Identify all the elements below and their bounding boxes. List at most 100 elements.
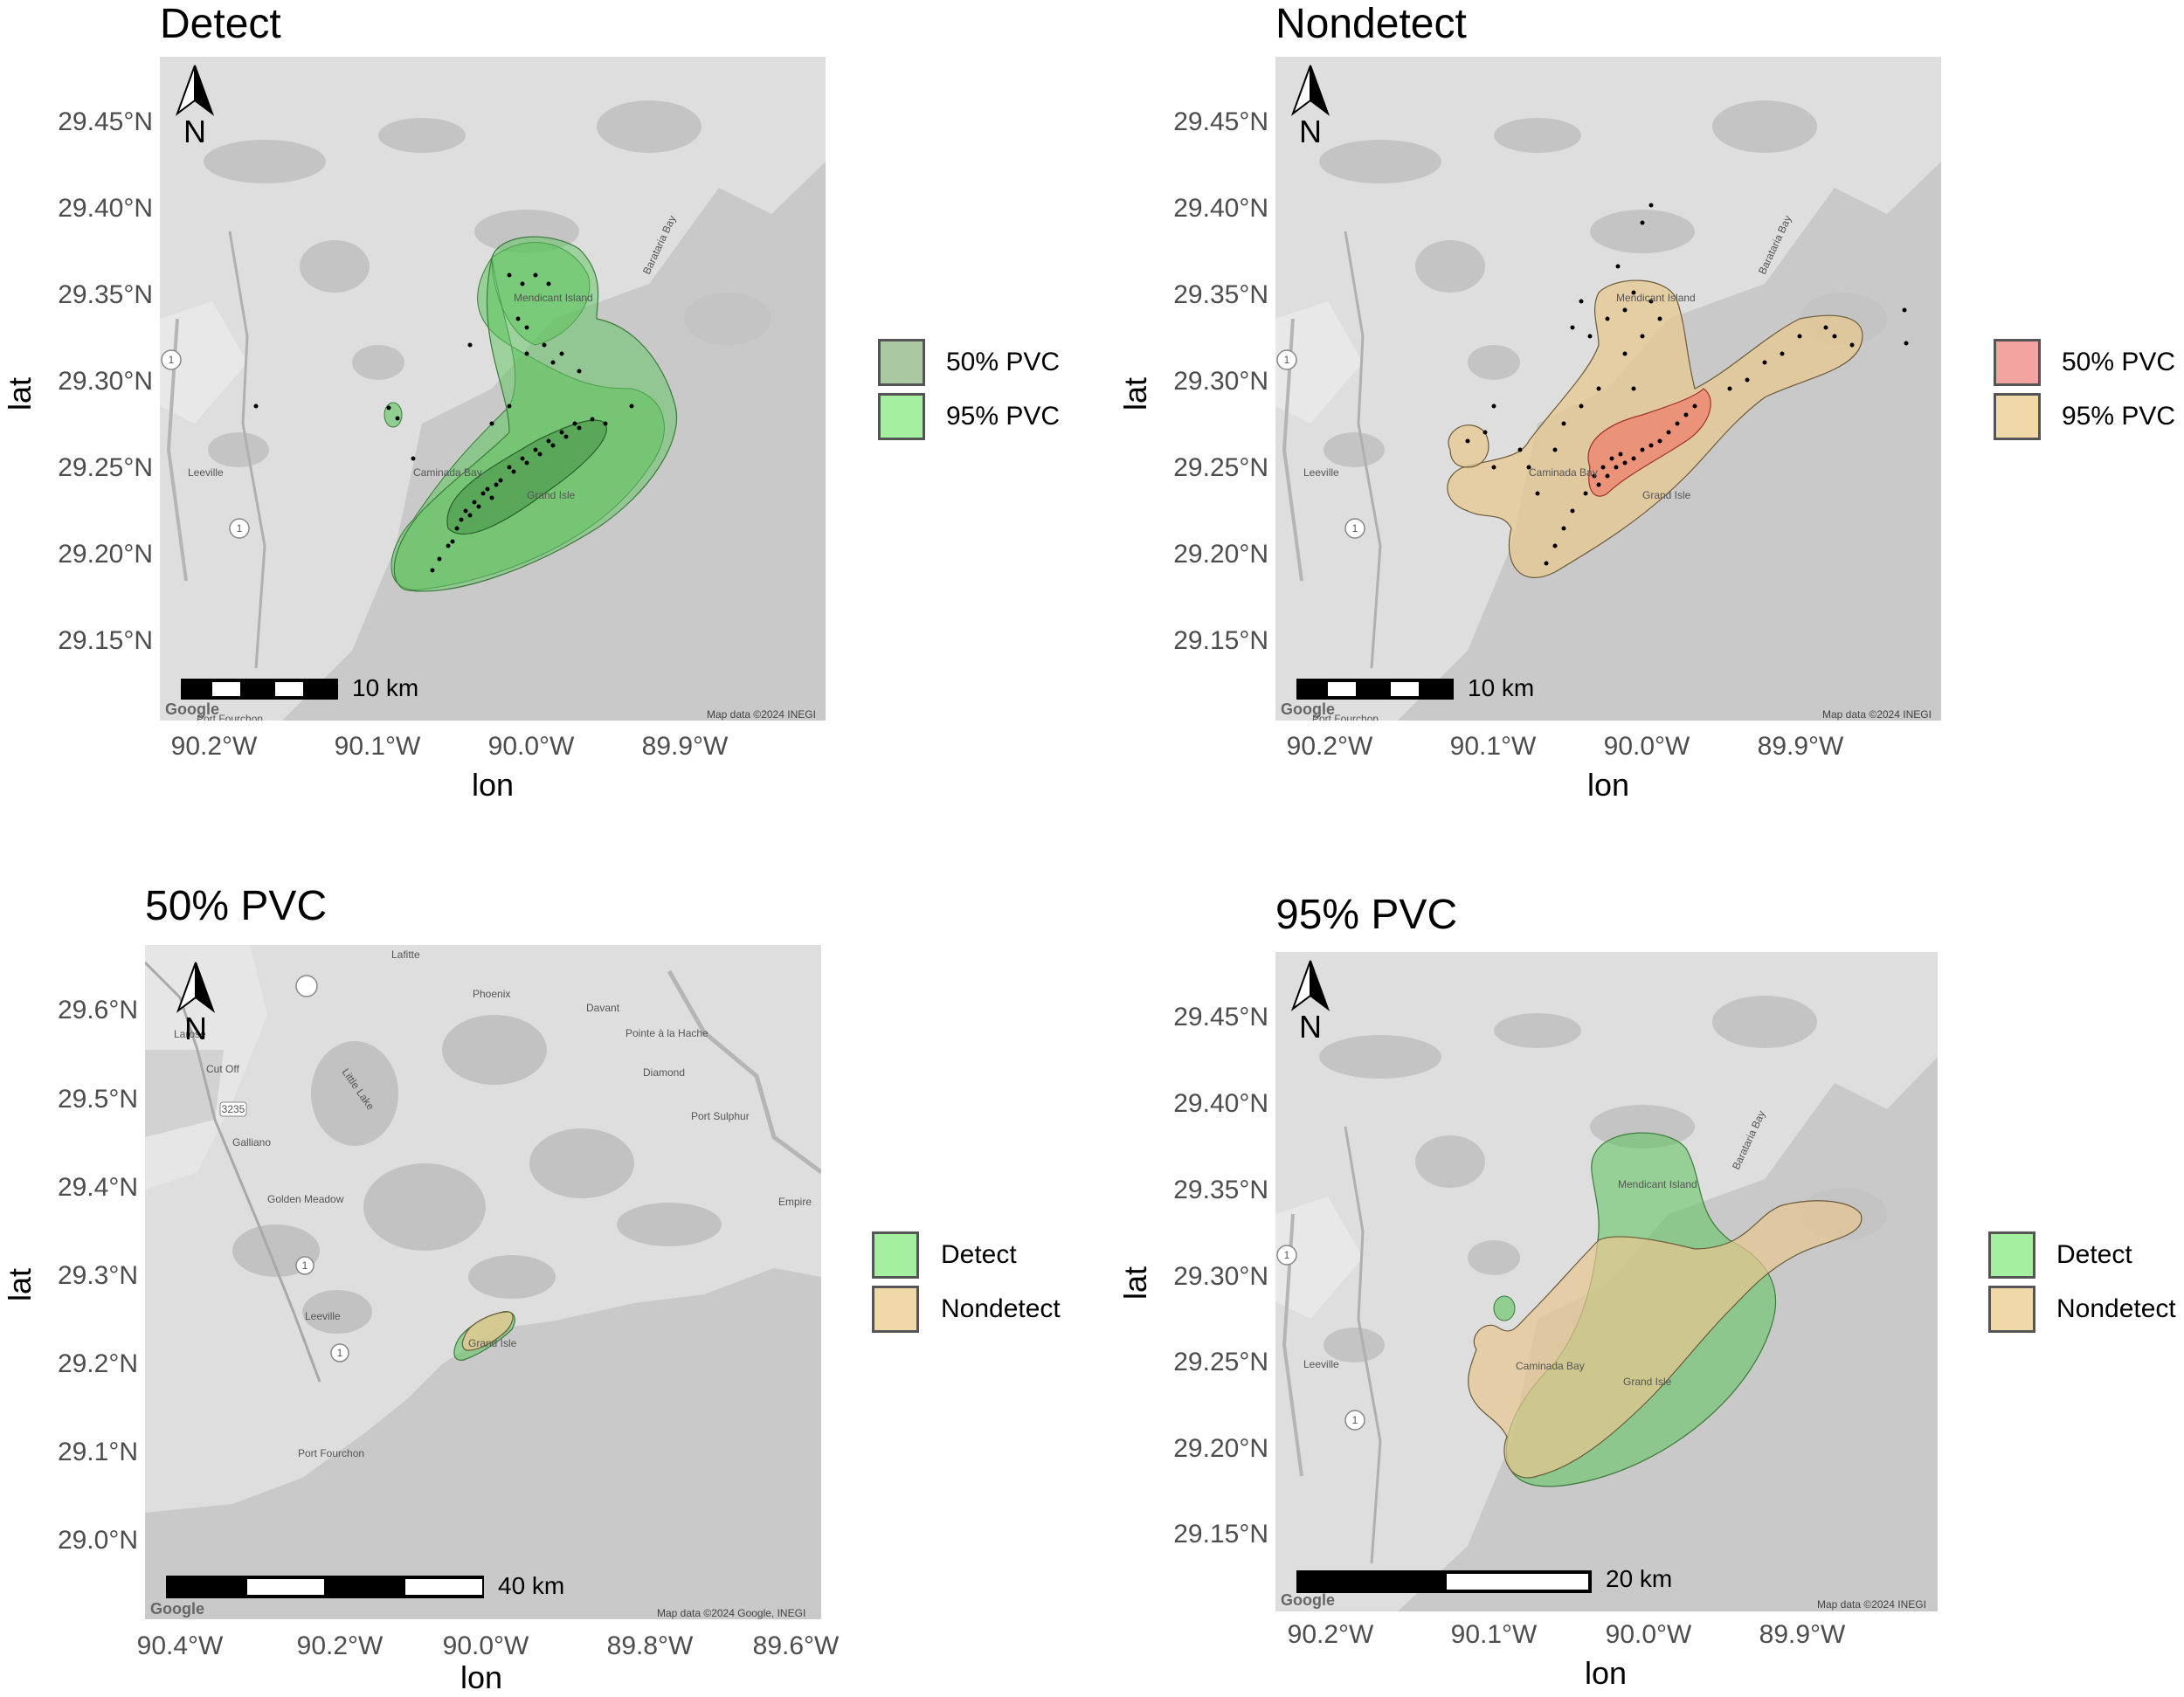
place-grandisle: Grand Isle	[468, 1337, 517, 1349]
legend-label: 50% PVC	[946, 348, 1061, 376]
north-arrow-icon: N	[176, 962, 216, 1046]
map-attribution: Map data ©2024 INEGI	[1817, 1598, 1926, 1611]
place-lafitte: Lafitte	[391, 949, 420, 961]
y-axis-title: lat	[2, 1267, 38, 1301]
x-tick-label: 90.1°W	[334, 732, 421, 761]
hwy-shield: 1	[169, 354, 175, 366]
y-tick-label: 29.25°N	[1173, 1348, 1268, 1376]
x-tick-label: 89.6°W	[752, 1631, 840, 1660]
legend-key	[1988, 1286, 2035, 1333]
map-nondetect[interactable]: 1 1 Leeville Barataria Bay Port Fourchon	[1275, 57, 1941, 721]
y-tick-label: 29.40°N	[58, 194, 153, 223]
y-tick-label: 29.2°N	[57, 1349, 138, 1378]
x-tick-label: 90.1°W	[1449, 732, 1537, 761]
place-pointe: Pointe à la Hache	[625, 1027, 708, 1039]
x-tick-label: 90.2°W	[1286, 732, 1373, 761]
legend-label: Nondetect	[941, 1294, 1061, 1323]
svg-text:N: N	[1299, 114, 1322, 149]
svg-text:N: N	[1299, 1009, 1322, 1045]
panel-title: Nondetect	[1275, 1, 1467, 47]
hwy-shield: 1	[302, 1259, 308, 1272]
y-tick-label: 29.15°N	[1173, 1520, 1268, 1549]
y-tick-label: 29.5°N	[57, 1085, 138, 1114]
y-tick-label: 29.1°N	[57, 1438, 138, 1466]
x-tick-label: 90.2°W	[296, 1631, 384, 1660]
y-tick-label: 29.25°N	[1173, 453, 1268, 482]
place-fourchon: Port Fourchon	[197, 713, 263, 721]
map-pvc95[interactable]: 1 1 Leeville Barataria Bay Mendicant Isl…	[1275, 952, 1938, 1611]
y-axis-title: lat	[1117, 376, 1153, 410]
legend-label: 50% PVC	[2062, 348, 2176, 376]
y-tick-label: 29.15°N	[58, 626, 153, 655]
y-tick-label: 29.35°N	[58, 280, 153, 309]
x-tick-label: 90.0°W	[1603, 732, 1690, 761]
map-pvc50[interactable]: 3235 1 1 Lafitte Phoenix Davant Pointe à…	[145, 945, 821, 1619]
map-attribution: Map data ©2024 INEGI	[1822, 708, 1932, 721]
nondetection-points	[1465, 203, 1909, 566]
legend-label: 95% PVC	[2062, 402, 2176, 431]
y-tick-label: 29.45°N	[1173, 1003, 1268, 1031]
place-larose: Larose	[174, 1028, 206, 1040]
y-tick-label: 29.35°N	[1173, 1176, 1268, 1204]
place-empire: Empire	[778, 1196, 812, 1208]
svg-text:N: N	[184, 1011, 207, 1046]
hwy-shield: 1	[1284, 354, 1290, 366]
x-tick-label: 90.0°W	[1605, 1620, 1692, 1649]
svg-text:N: N	[183, 114, 206, 149]
x-tick-label: 89.9°W	[1759, 1620, 1846, 1649]
x-tick-label: 90.2°W	[1287, 1620, 1374, 1649]
x-tick-label: 89.9°W	[1757, 732, 1844, 761]
y-tick-label: 29.40°N	[1173, 1089, 1268, 1118]
legend-label: Detect	[941, 1240, 1017, 1269]
place-caminada: Caminada Bay	[1516, 1360, 1585, 1372]
map-detect[interactable]: 1 1 Leeville Barataria Bay Port Fourchon	[160, 57, 826, 721]
place-fourchon: Port Fourchon	[1312, 713, 1379, 721]
google-logo: Google	[1281, 1591, 1335, 1609]
legend-label: Detect	[2056, 1240, 2132, 1269]
y-tick-label: 29.30°N	[58, 367, 153, 396]
legend-key	[878, 393, 925, 440]
place-grandisle: Grand Isle	[1642, 489, 1691, 501]
x-tick-label: 90.4°W	[136, 1631, 224, 1660]
place-phoenix: Phoenix	[473, 988, 510, 1000]
y-tick-label: 29.30°N	[1173, 367, 1268, 396]
place-davant: Davant	[586, 1002, 620, 1014]
detection-points	[253, 272, 634, 573]
legend-key	[1988, 1231, 2035, 1279]
x-axis-title: lon	[1587, 767, 1630, 803]
place-fourchon: Port Fourchon	[298, 1447, 364, 1459]
place-portsulphur: Port Sulphur	[691, 1110, 750, 1122]
google-logo: Google	[150, 1600, 204, 1618]
scale-label: 10 km	[1468, 674, 1535, 701]
hwy-shield: 1	[1352, 522, 1358, 535]
place-mendicant: Mendicant Island	[1616, 292, 1696, 304]
y-tick-label: 29.30°N	[1173, 1262, 1268, 1291]
y-tick-label: 29.3°N	[57, 1261, 138, 1290]
google-logo: Google	[1281, 700, 1335, 718]
x-axis-title: lon	[472, 767, 515, 803]
place-grandisle: Grand Isle	[527, 489, 576, 501]
place-caminada: Caminada Bay	[413, 466, 482, 479]
hwy-shield: 1	[337, 1347, 343, 1359]
scale-bar	[166, 1576, 484, 1598]
x-tick-label: 89.9°W	[641, 732, 729, 761]
place-mendicant: Mendicant Island	[1618, 1178, 1697, 1190]
place-grandisle: Grand Isle	[1623, 1376, 1672, 1388]
y-tick-label: 29.20°N	[1173, 1434, 1268, 1463]
x-tick-label: 90.0°W	[487, 732, 575, 761]
panel-title: 50% PVC	[145, 883, 328, 929]
google-logo: Google	[165, 700, 219, 718]
legend-key	[1994, 339, 2041, 386]
hwy-shield: 1	[1284, 1249, 1290, 1261]
scale-label: 40 km	[498, 1572, 565, 1599]
y-axis-title: lat	[1117, 1266, 1153, 1300]
map-attribution: Map data ©2024 Google, INEGI	[657, 1607, 806, 1619]
legend-label: 95% PVC	[946, 402, 1061, 431]
scale-label: 20 km	[1606, 1565, 1673, 1592]
x-tick-label: 89.8°W	[606, 1631, 694, 1660]
scale-bar	[1296, 679, 1454, 700]
y-tick-label: 29.4°N	[57, 1173, 138, 1202]
north-arrow-icon: N	[175, 65, 215, 149]
legend-key	[878, 339, 925, 386]
y-tick-label: 29.45°N	[58, 107, 153, 136]
